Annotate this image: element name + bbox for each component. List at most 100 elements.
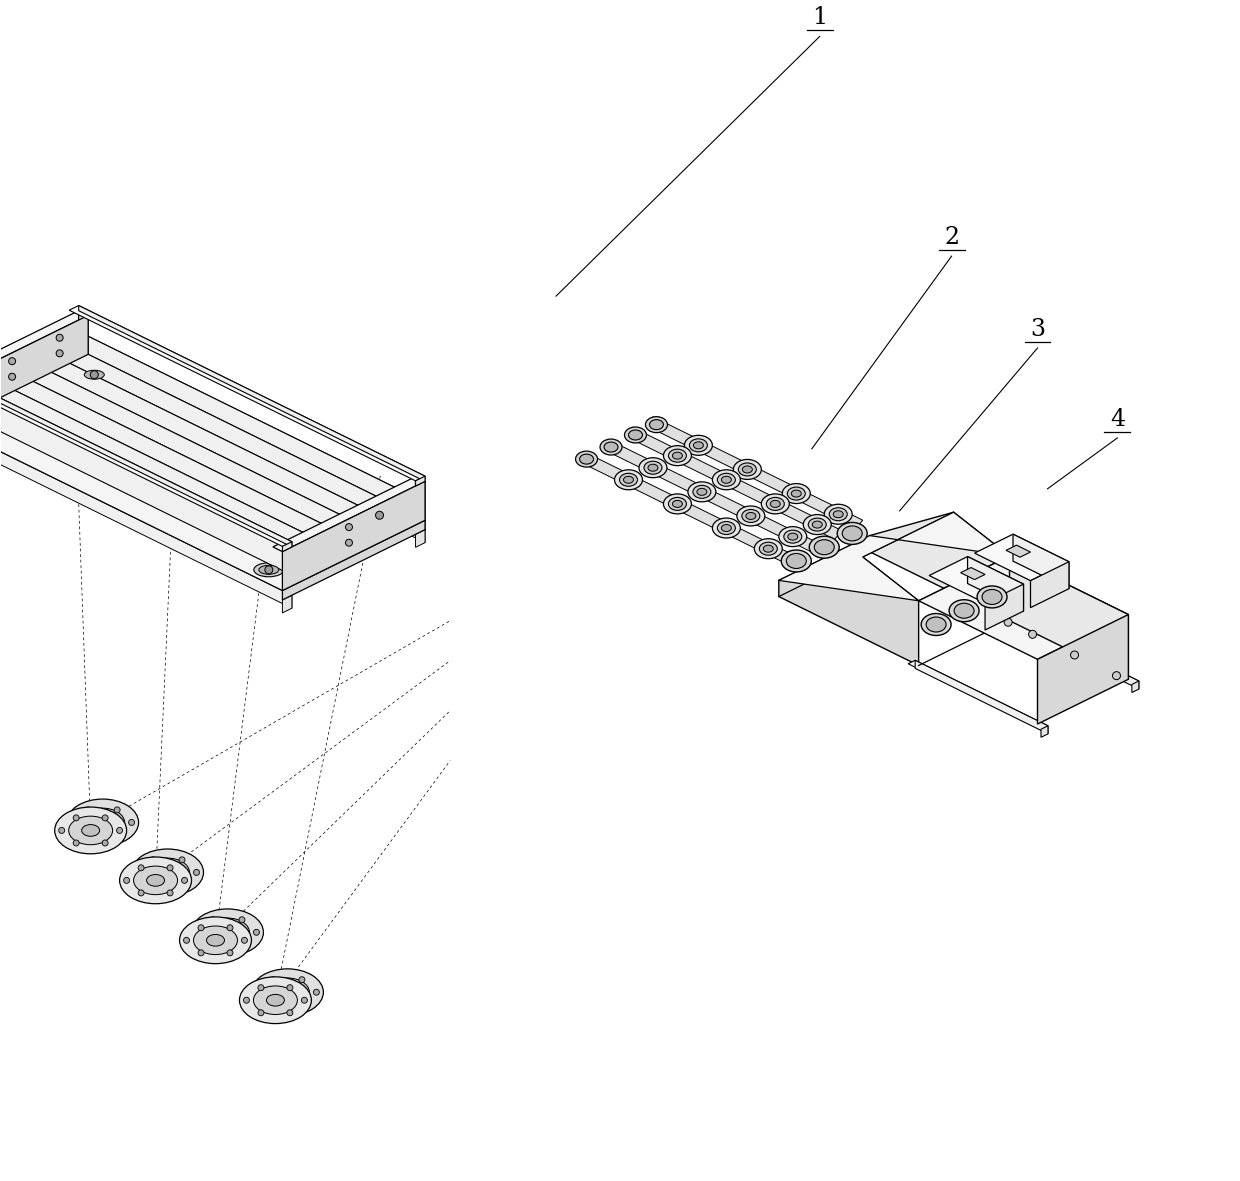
Ellipse shape xyxy=(808,518,826,531)
Ellipse shape xyxy=(672,501,682,508)
Polygon shape xyxy=(869,513,1009,621)
Polygon shape xyxy=(11,358,353,526)
Ellipse shape xyxy=(787,533,797,540)
Ellipse shape xyxy=(370,510,389,520)
Circle shape xyxy=(129,820,135,826)
Polygon shape xyxy=(273,477,425,552)
Circle shape xyxy=(73,815,79,821)
Polygon shape xyxy=(30,348,372,517)
Polygon shape xyxy=(908,660,1048,729)
Circle shape xyxy=(227,950,233,955)
Polygon shape xyxy=(283,542,291,552)
Ellipse shape xyxy=(737,505,765,526)
Polygon shape xyxy=(283,521,425,600)
Circle shape xyxy=(1112,672,1121,679)
Circle shape xyxy=(91,371,98,379)
Ellipse shape xyxy=(951,602,977,620)
Ellipse shape xyxy=(791,490,801,497)
Circle shape xyxy=(56,350,63,357)
Polygon shape xyxy=(600,439,817,552)
Polygon shape xyxy=(415,476,425,487)
Ellipse shape xyxy=(620,474,637,487)
Ellipse shape xyxy=(689,439,707,452)
Polygon shape xyxy=(78,359,425,542)
Circle shape xyxy=(210,916,216,922)
Polygon shape xyxy=(577,451,792,563)
Ellipse shape xyxy=(600,439,622,455)
Ellipse shape xyxy=(713,518,740,539)
Circle shape xyxy=(196,929,202,935)
Circle shape xyxy=(210,942,216,948)
Polygon shape xyxy=(915,660,1048,733)
Polygon shape xyxy=(78,311,88,354)
Ellipse shape xyxy=(253,986,298,1014)
Polygon shape xyxy=(0,350,425,590)
Polygon shape xyxy=(69,306,425,481)
Circle shape xyxy=(150,857,156,863)
Circle shape xyxy=(56,334,63,341)
Circle shape xyxy=(270,977,277,983)
Circle shape xyxy=(1070,651,1079,659)
Ellipse shape xyxy=(68,816,113,844)
Ellipse shape xyxy=(722,476,732,483)
Ellipse shape xyxy=(146,874,165,886)
Circle shape xyxy=(138,864,144,870)
Ellipse shape xyxy=(629,430,642,441)
Polygon shape xyxy=(21,358,353,552)
Ellipse shape xyxy=(693,442,703,449)
Polygon shape xyxy=(1042,726,1048,737)
Polygon shape xyxy=(308,540,317,574)
Circle shape xyxy=(198,950,205,955)
Ellipse shape xyxy=(825,504,852,524)
Ellipse shape xyxy=(191,909,263,955)
Ellipse shape xyxy=(742,509,760,522)
Ellipse shape xyxy=(786,554,806,568)
Circle shape xyxy=(138,890,144,896)
Ellipse shape xyxy=(84,370,104,379)
Circle shape xyxy=(301,997,308,1003)
Ellipse shape xyxy=(815,540,835,555)
Text: 1: 1 xyxy=(812,6,827,30)
Circle shape xyxy=(135,869,141,875)
Polygon shape xyxy=(283,482,425,590)
Ellipse shape xyxy=(145,859,190,887)
Ellipse shape xyxy=(718,474,735,487)
Ellipse shape xyxy=(663,445,692,465)
Polygon shape xyxy=(78,350,425,529)
Polygon shape xyxy=(646,417,863,529)
Ellipse shape xyxy=(693,485,711,498)
Ellipse shape xyxy=(764,546,774,553)
Polygon shape xyxy=(399,494,409,529)
Polygon shape xyxy=(625,428,842,540)
Polygon shape xyxy=(345,521,353,556)
Circle shape xyxy=(253,929,259,935)
Circle shape xyxy=(286,1010,293,1016)
Ellipse shape xyxy=(207,934,224,946)
Polygon shape xyxy=(362,513,372,547)
Circle shape xyxy=(102,840,108,846)
Circle shape xyxy=(167,890,174,896)
Circle shape xyxy=(1029,631,1037,638)
Ellipse shape xyxy=(663,494,692,514)
Ellipse shape xyxy=(713,470,740,490)
Ellipse shape xyxy=(745,513,756,520)
Circle shape xyxy=(265,566,273,574)
Ellipse shape xyxy=(759,542,777,555)
Polygon shape xyxy=(69,359,425,534)
Circle shape xyxy=(117,828,123,834)
Polygon shape xyxy=(919,556,1128,659)
Polygon shape xyxy=(67,331,409,498)
Polygon shape xyxy=(961,568,985,580)
Circle shape xyxy=(227,925,233,931)
Ellipse shape xyxy=(668,449,687,462)
Circle shape xyxy=(9,358,16,365)
Ellipse shape xyxy=(625,428,646,443)
Ellipse shape xyxy=(206,918,249,947)
Ellipse shape xyxy=(365,508,394,522)
Polygon shape xyxy=(1038,614,1128,724)
Circle shape xyxy=(179,882,185,888)
Circle shape xyxy=(242,938,248,944)
Polygon shape xyxy=(1030,562,1069,608)
Circle shape xyxy=(299,977,305,983)
Circle shape xyxy=(167,864,174,870)
